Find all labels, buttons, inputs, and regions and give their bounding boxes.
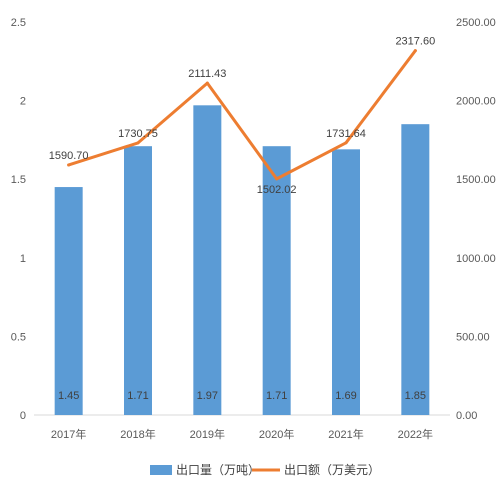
- left-y-tick-label: 0.5: [11, 331, 26, 343]
- x-tick-label: 2020年: [259, 427, 294, 441]
- left-y-tick-label: 0: [20, 410, 26, 422]
- right-y-tick-label: 500.00: [456, 331, 490, 343]
- line-data-label: 2317.60: [395, 36, 435, 48]
- x-tick-label: 2019年: [190, 427, 225, 441]
- bar-data-label: 1.71: [266, 390, 287, 402]
- line-data-label: 1502.02: [257, 184, 297, 196]
- bar-data-label: 1.97: [197, 390, 218, 402]
- left-y-tick-label: 2: [20, 96, 26, 108]
- left-y-tick-label: 1.5: [11, 174, 26, 186]
- right-y-tick-label: 2000.00: [456, 96, 496, 108]
- right-y-axis: 0.00 500.00 1000.00 1500.00 2000.00 2500.00: [456, 17, 496, 422]
- left-y-axis: 0 0.5 1 1.5 2 2.5: [11, 17, 26, 422]
- line-point: [413, 49, 417, 53]
- legend-label-line: 出口额（万美元）: [284, 463, 380, 477]
- line-point: [344, 141, 348, 145]
- line-point: [205, 81, 209, 85]
- legend-swatch-bar: [150, 465, 172, 475]
- line-point: [67, 163, 71, 167]
- line-data-label: 1731.64: [326, 128, 366, 140]
- bar: [332, 149, 360, 415]
- bar-data-label: 1.45: [58, 390, 79, 402]
- right-y-tick-label: 1500.00: [456, 174, 496, 186]
- bar-data-label: 1.71: [127, 390, 148, 402]
- x-tick-label: 2017年: [51, 427, 86, 441]
- line-point: [275, 177, 279, 181]
- line-series-export-value: 1590.70 1730.75 2111.43 1502.02 1731.64 2317.…: [49, 36, 435, 196]
- line-point: [136, 141, 140, 145]
- line-path: [67, 49, 417, 181]
- line-data-label: 1730.75: [118, 128, 158, 140]
- x-tick-label: 2018年: [120, 427, 155, 441]
- right-y-tick-label: 2500.00: [456, 17, 496, 29]
- bar: [401, 124, 430, 416]
- right-y-tick-label: 1000.00: [456, 253, 496, 265]
- left-y-tick-label: 2.5: [11, 17, 26, 29]
- bar-data-label: 1.85: [405, 390, 426, 402]
- right-y-tick-label: 0.00: [456, 410, 477, 422]
- x-tick-label: 2021年: [328, 427, 363, 441]
- bar-series-export-volume: 1.45 1.71 1.97 1.71 1.69 1.85: [54, 105, 430, 416]
- x-tick-label: 2022年: [398, 427, 433, 441]
- legend: 出口量（万吨） 出口额（万美元）: [150, 463, 380, 477]
- bar-data-label: 1.69: [335, 390, 356, 402]
- line-data-label: 1590.70: [49, 150, 89, 162]
- bar: [124, 146, 152, 416]
- bar: [262, 146, 291, 416]
- left-y-tick-label: 1: [20, 253, 26, 265]
- bar: [54, 187, 83, 415]
- legend-label-bar: 出口量（万吨）: [176, 463, 260, 477]
- line-data-label: 2111.43: [188, 68, 226, 80]
- bar: [193, 105, 222, 415]
- x-axis-categories: 2017年 2018年 2019年 2020年 2021年 2022年: [51, 427, 433, 441]
